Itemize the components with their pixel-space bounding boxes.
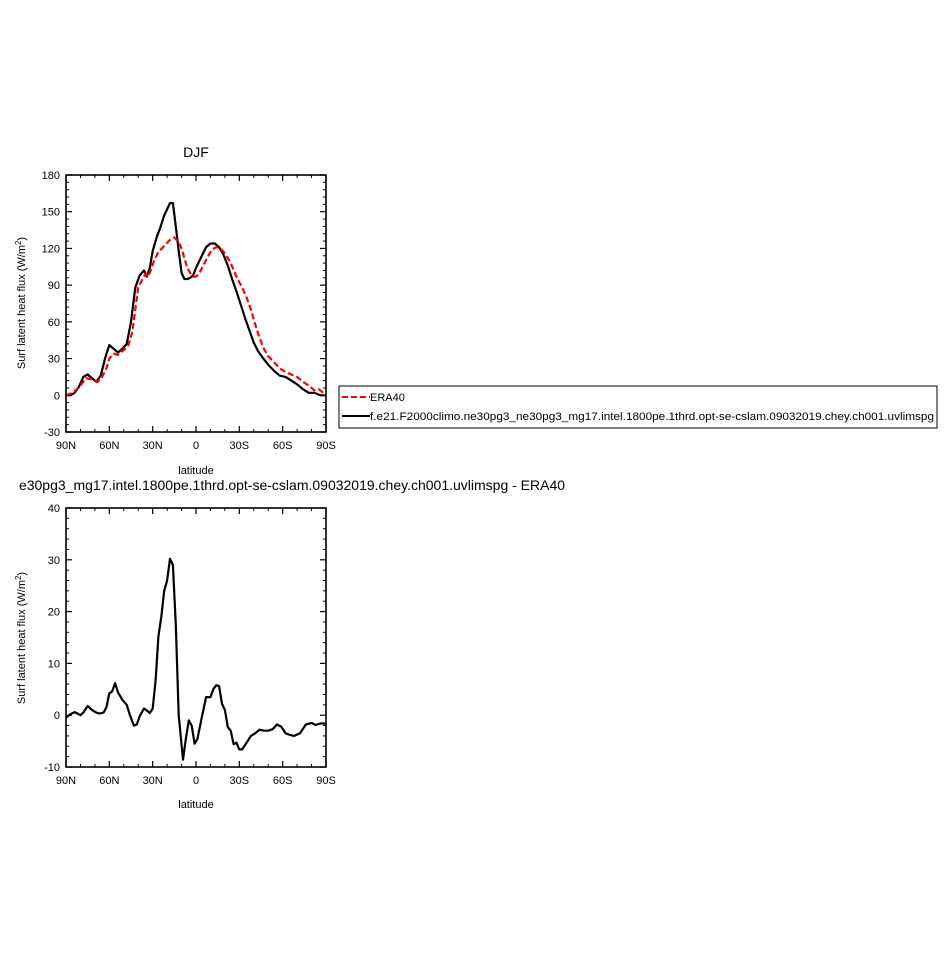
bottom-panel-difference: e30pg3_mg17.intel.1800pe.1thrd.opt-se-cs… — [14, 477, 565, 811]
top-y-tick-label: 0 — [54, 390, 60, 402]
top-chart-title: DJF — [183, 144, 209, 160]
top-x-axis-ticks: 90N 60N 30N 0 30S 60S 90S — [56, 175, 336, 452]
bottom-x-axis-label: latitude — [178, 799, 213, 811]
bottom-y-tick-label: -10 — [44, 762, 60, 774]
top-series-line-era40 — [65, 236, 327, 397]
bottom-plot-frame — [65, 507, 327, 768]
top-series-lines — [65, 202, 327, 397]
top-y-tick-label: 30 — [48, 354, 60, 366]
legend: ERA40 f.e21.F2000climo.ne30pg3_ne30pg3_m… — [338, 385, 938, 429]
top-y-axis-ticks: 180 150 120 90 60 30 0 -30 — [42, 170, 326, 439]
bottom-x-tick-label: 90S — [316, 775, 336, 787]
bottom-x-tick-label: 30N — [143, 775, 163, 787]
top-y-tick-label: 180 — [42, 170, 60, 182]
top-y-tick-label: -30 — [44, 427, 60, 439]
legend-label-era40: ERA40 — [370, 392, 405, 404]
top-x-tick-label: 30S — [230, 440, 250, 452]
top-x-tick-label: 60N — [99, 440, 119, 452]
top-x-tick-label: 0 — [193, 440, 199, 452]
bottom-x-tick-label: 0 — [193, 775, 199, 787]
legend-label-model: f.e21.F2000climo.ne30pg3_ne30pg3_mg17.in… — [370, 411, 934, 423]
top-x-tick-label: 30N — [143, 440, 163, 452]
bottom-series-line-model — [65, 557, 326, 761]
top-x-tick-label: 90S — [316, 440, 336, 452]
bottom-y-tick-label: 40 — [48, 503, 60, 515]
top-y-tick-label: 60 — [48, 317, 60, 329]
top-x-tick-label: 60S — [273, 440, 293, 452]
top-y-tick-label: 120 — [42, 243, 60, 255]
bottom-x-tick-label: 90N — [56, 775, 76, 787]
top-x-axis-label: latitude — [178, 465, 213, 477]
top-y-tick-label: 90 — [48, 280, 60, 292]
bottom-chart-title: e30pg3_mg17.intel.1800pe.1thrd.opt-se-cs… — [19, 477, 565, 493]
top-y-tick-label: 150 — [42, 207, 60, 219]
bottom-x-axis-ticks: 90N 60N 30N 0 30S 60S 90S — [56, 508, 336, 787]
top-plot-frame — [65, 174, 327, 433]
bottom-y-axis-label: Surf latent heat flux (W/m2) — [14, 572, 28, 704]
bottom-y-tick-label: 20 — [48, 607, 60, 619]
bottom-x-tick-label: 30S — [230, 775, 250, 787]
bottom-y-tick-label: 30 — [48, 555, 60, 567]
bottom-x-tick-label: 60N — [99, 775, 119, 787]
legend-box — [338, 385, 938, 429]
bottom-x-tick-label: 60S — [273, 775, 293, 787]
top-y-axis-label: Surf latent heat flux (W/m2) — [14, 237, 28, 369]
top-series-line-model — [66, 202, 326, 397]
bottom-y-tick-label: 10 — [48, 658, 60, 670]
bottom-y-tick-label: 0 — [54, 710, 60, 722]
top-x-tick-label: 90N — [56, 440, 76, 452]
top-panel-djf: DJF 180 150 120 90 60 30 0 -30 90N 60N 30N 0 30S 60S… — [14, 144, 938, 477]
bottom-series-lines — [65, 557, 326, 761]
bottom-y-axis-ticks: 40 30 20 10 0 -10 — [44, 503, 326, 774]
